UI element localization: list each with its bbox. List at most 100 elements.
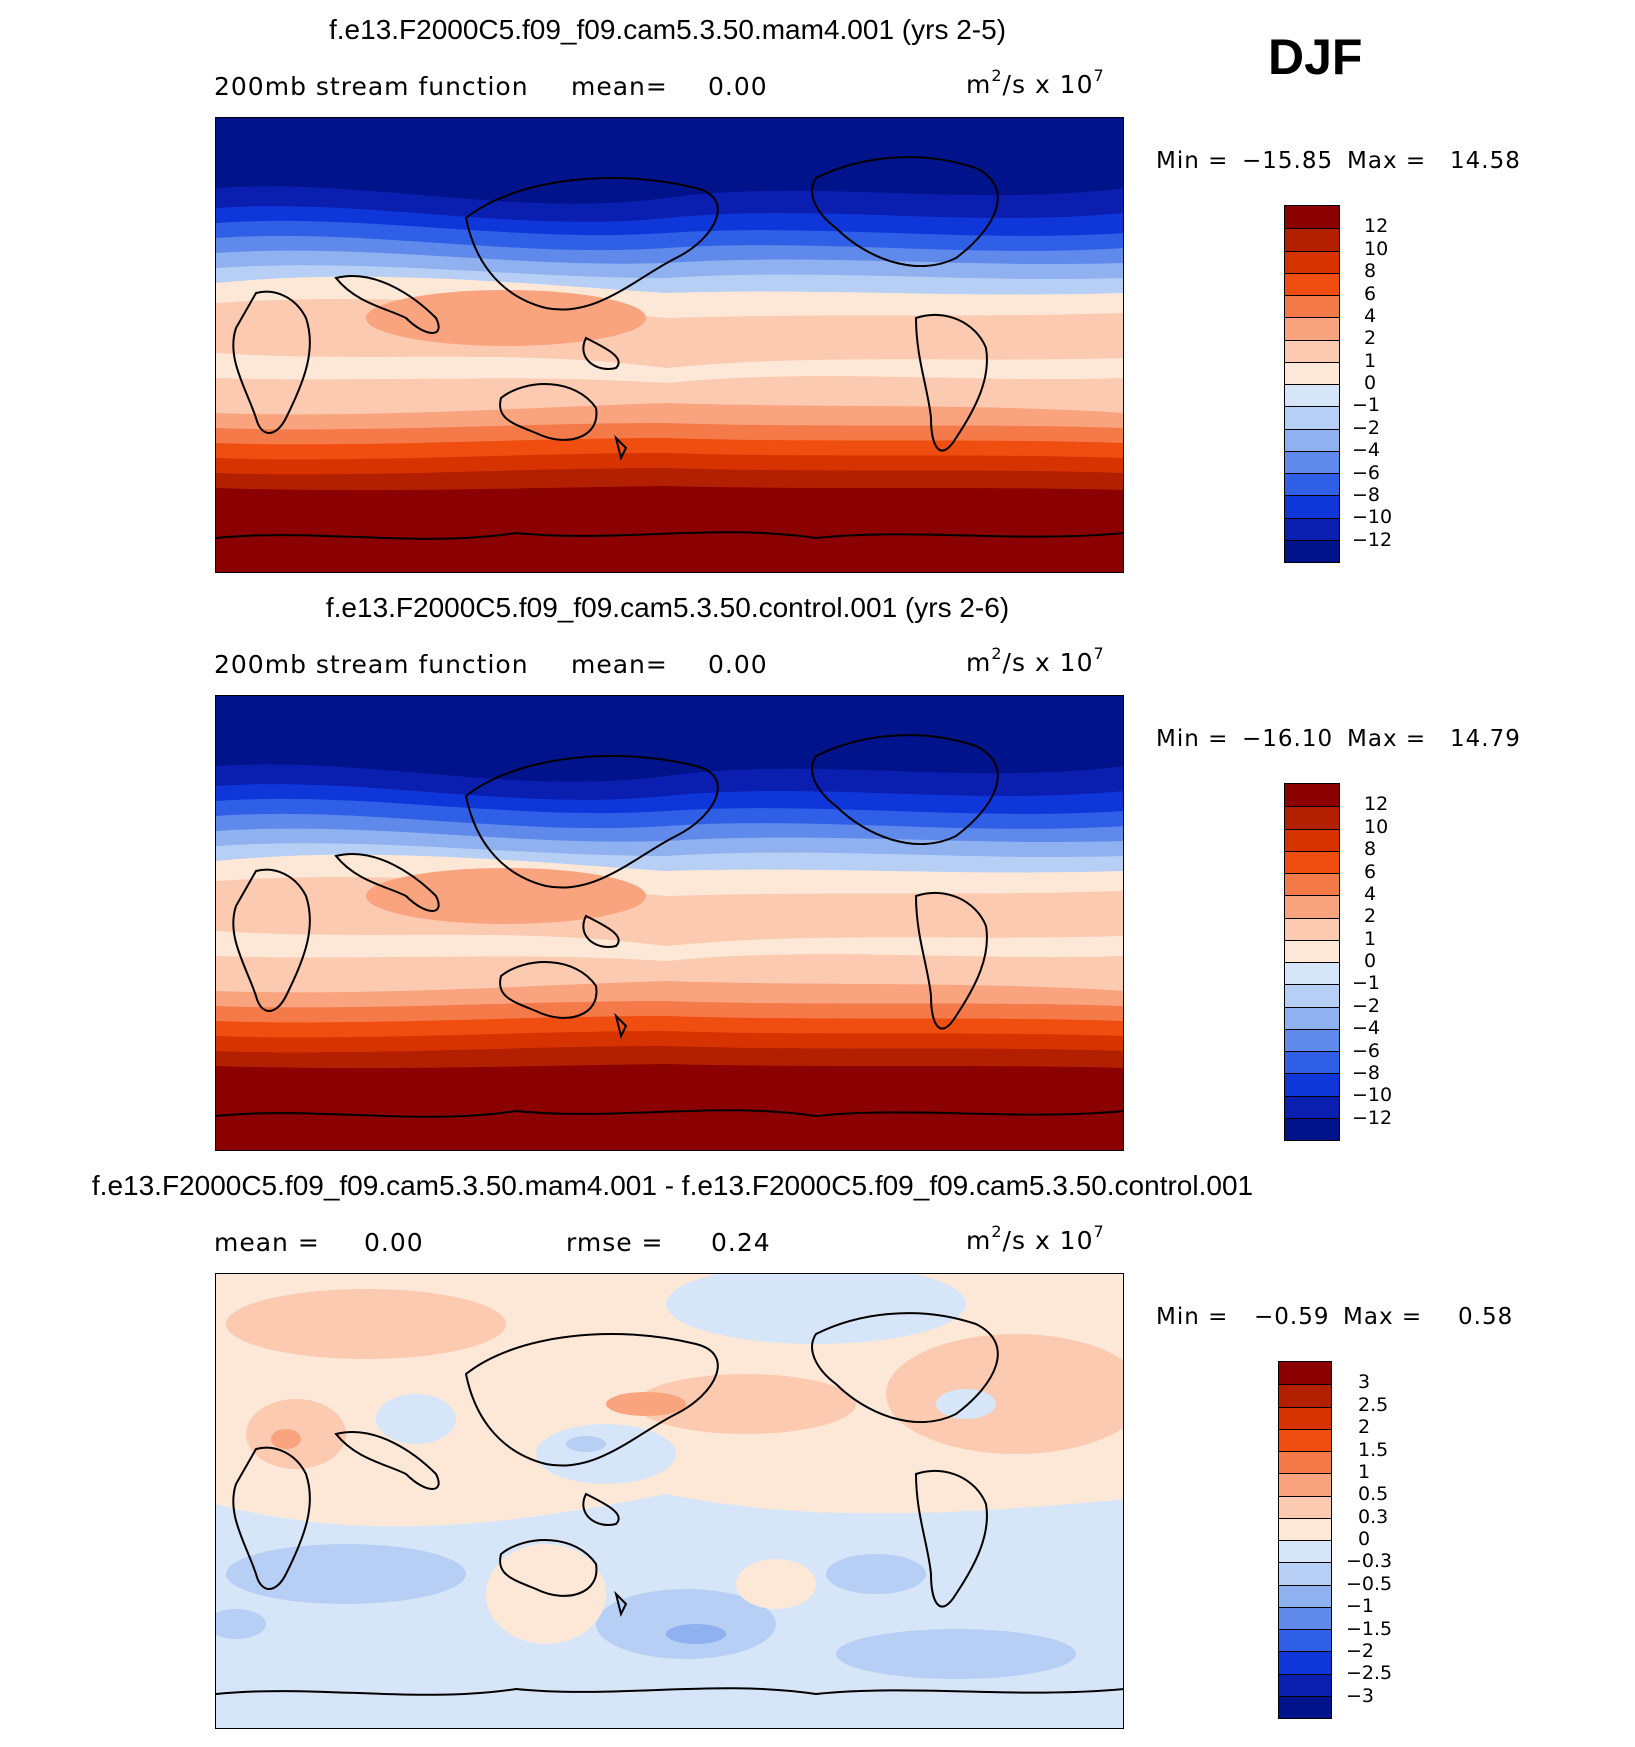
panel-1-units: m2/s x 107 — [966, 66, 1105, 99]
panel-1-min-value: −15.85 — [1242, 148, 1334, 174]
colorbar-swatch — [1285, 473, 1339, 496]
panel-2-max-label: Max = — [1347, 726, 1427, 752]
panel-3-mean-label: mean = — [214, 1228, 320, 1257]
colorbar-tick-label: 10 — [1364, 815, 1389, 838]
colorbar-swatch — [1279, 1606, 1331, 1629]
panel-1-contour-field — [216, 118, 1123, 572]
colorbar-tick-label: 1 — [1364, 927, 1377, 950]
colorbar-swatch — [1279, 1517, 1331, 1540]
colorbar-swatch — [1285, 1095, 1339, 1118]
colorbar-tick-label: −12 — [1352, 1106, 1393, 1129]
colorbar-swatch — [1285, 495, 1339, 518]
colorbar-tick-label: 2 — [1364, 905, 1377, 928]
panel-3-max-label: Max = — [1343, 1304, 1423, 1330]
colorbar-tick-label: −2 — [1352, 416, 1381, 439]
panel-2-colorbar — [1284, 783, 1340, 1141]
colorbar-tick-label: −3 — [1346, 1684, 1375, 1707]
colorbar-tick-label: 3 — [1358, 1371, 1371, 1394]
panel-2-title: f.e13.F2000C5.f09_f09.cam5.3.50.control.… — [325, 592, 1010, 623]
colorbar-tick-label: 4 — [1364, 882, 1377, 905]
panel-1-colorbar-labels: 12 10 8 6 4 2 1 0 −1 −2 −4 −6 −8 −10 −12 — [1352, 205, 1422, 563]
colorbar-tick-label: −0.5 — [1346, 1572, 1393, 1595]
panel-1-mean-value: 0.00 — [708, 72, 768, 101]
colorbar-swatch — [1279, 1651, 1331, 1674]
colorbar-tick-label: 12 — [1364, 215, 1389, 238]
panel-3-rmse-value: 0.24 — [711, 1228, 771, 1257]
panel-1-mean-label: mean= — [571, 72, 668, 101]
colorbar-swatch — [1279, 1362, 1331, 1385]
colorbar-swatch — [1285, 361, 1339, 384]
panel-1-max-label: Max = — [1347, 148, 1427, 174]
colorbar-tick-label: 6 — [1364, 282, 1377, 305]
colorbar-swatch — [1285, 1117, 1339, 1140]
panel-2-mean-label: mean= — [571, 650, 668, 679]
colorbar-swatch — [1285, 1051, 1339, 1074]
colorbar-swatch — [1285, 406, 1339, 429]
colorbar-tick-label: 1 — [1358, 1460, 1371, 1483]
panel-3-map — [215, 1273, 1124, 1729]
colorbar-swatch — [1285, 828, 1339, 851]
panel-1-min-label: Min = — [1156, 148, 1229, 174]
colorbar-tick-label: 0 — [1358, 1528, 1371, 1550]
colorbar-tick-label: −12 — [1352, 528, 1393, 551]
colorbar-tick-label: 2 — [1358, 1416, 1371, 1439]
colorbar-tick-label: 0.3 — [1358, 1505, 1389, 1528]
colorbar-swatch — [1279, 1629, 1331, 1652]
panel-3-max-value: 0.58 — [1458, 1304, 1514, 1330]
panel-2-max-value: 14.79 — [1450, 726, 1521, 752]
panel-3-contour-field — [216, 1274, 1123, 1728]
colorbar-swatch — [1285, 850, 1339, 873]
panel-2-units: m2/s x 107 — [966, 644, 1105, 677]
season-label: DJF — [1268, 29, 1363, 85]
colorbar-swatch — [1285, 984, 1339, 1007]
colorbar-swatch — [1285, 895, 1339, 918]
colorbar-tick-label: −2 — [1352, 994, 1381, 1017]
colorbar-swatch — [1285, 428, 1339, 451]
panel-2-min-value: −16.10 — [1242, 726, 1334, 752]
colorbar-tick-label: −8 — [1352, 483, 1381, 506]
colorbar-tick-label: −4 — [1352, 439, 1381, 462]
colorbar-swatch — [1285, 295, 1339, 318]
colorbar-swatch — [1279, 1673, 1331, 1696]
colorbar-tick-label: 8 — [1364, 838, 1377, 861]
colorbar-tick-label: 4 — [1364, 304, 1377, 327]
panel-2-mean-value: 0.00 — [708, 650, 768, 679]
panel-3-min-label: Min = — [1156, 1304, 1229, 1330]
panel-3-colorbar-labels: 3 2.5 2 1.5 1 0.5 0.3 0 −0.3 −0.5 −1 −1.5 −2 −2.5 −3 — [1346, 1361, 1426, 1719]
colorbar-tick-label: −1.5 — [1346, 1617, 1393, 1640]
panel-2-map — [215, 695, 1124, 1151]
colorbar-tick-label: −2 — [1346, 1639, 1375, 1662]
colorbar-swatch — [1279, 1495, 1331, 1518]
panel-3-colorbar — [1278, 1361, 1332, 1719]
colorbar-tick-label: −1 — [1352, 972, 1381, 995]
colorbar-tick-label: 0 — [1364, 950, 1377, 972]
colorbar-tick-label: 10 — [1364, 237, 1389, 260]
panel-2-variable-label: 200mb stream function — [214, 650, 529, 679]
colorbar-swatch — [1285, 517, 1339, 540]
panel-3-rmse-label: rmse = — [566, 1228, 664, 1257]
colorbar-tick-label: −10 — [1352, 506, 1393, 529]
colorbar-swatch — [1285, 317, 1339, 340]
colorbar-swatch — [1285, 939, 1339, 962]
panel-1-title: f.e13.F2000C5.f09_f09.cam5.3.50.mam4.001… — [328, 14, 1007, 45]
colorbar-tick-label: 1.5 — [1358, 1438, 1389, 1461]
colorbar-swatch — [1285, 384, 1339, 407]
panel-1-map — [215, 117, 1124, 573]
colorbar-swatch — [1279, 1406, 1331, 1429]
colorbar-tick-label: 8 — [1364, 260, 1377, 283]
colorbar-tick-label: 0.5 — [1358, 1483, 1389, 1506]
colorbar-tick-label: −6 — [1352, 1039, 1381, 1062]
panel-3-min-value: −0.59 — [1254, 1304, 1330, 1330]
colorbar-swatch — [1285, 1006, 1339, 1029]
colorbar-swatch — [1285, 539, 1339, 562]
colorbar-tick-label: −1 — [1352, 394, 1381, 417]
colorbar-swatch — [1285, 228, 1339, 251]
colorbar-swatch — [1285, 1073, 1339, 1096]
panel-2-contour-field — [216, 696, 1123, 1150]
colorbar-tick-label: −2.5 — [1346, 1662, 1393, 1685]
colorbar-swatch — [1279, 1584, 1331, 1607]
panel-2-min-label: Min = — [1156, 726, 1229, 752]
colorbar-tick-label: 2 — [1364, 327, 1377, 350]
colorbar-swatch — [1279, 1562, 1331, 1585]
colorbar-swatch — [1285, 1028, 1339, 1051]
